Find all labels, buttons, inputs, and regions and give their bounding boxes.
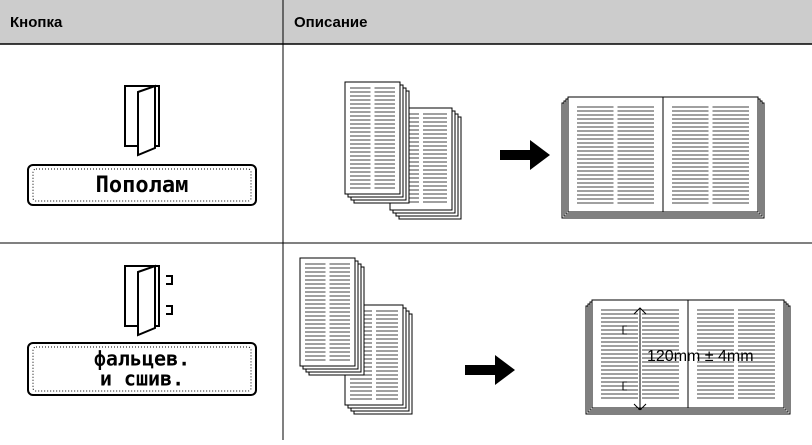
open-book bbox=[561, 96, 765, 219]
button-label: Пополам bbox=[96, 173, 189, 198]
arrow bbox=[500, 140, 550, 170]
page bbox=[344, 81, 401, 195]
button-label: фальцев. bbox=[94, 347, 190, 371]
page-stack bbox=[344, 81, 410, 204]
button: Пополам bbox=[27, 164, 257, 206]
annotation: 120mm ± 4mm bbox=[647, 348, 754, 365]
measurement bbox=[622, 307, 647, 411]
button-label: и сшив. bbox=[100, 367, 184, 391]
staple-icon bbox=[124, 264, 173, 337]
header-bg bbox=[0, 0, 812, 44]
arrow bbox=[465, 355, 515, 385]
page-stack bbox=[299, 257, 365, 376]
button: фальцев. и сшив. bbox=[27, 342, 257, 396]
header-cell: Описание bbox=[294, 14, 367, 31]
fold-icon bbox=[124, 84, 160, 157]
header-cell: Кнопка bbox=[10, 14, 63, 31]
open-book bbox=[585, 299, 791, 415]
